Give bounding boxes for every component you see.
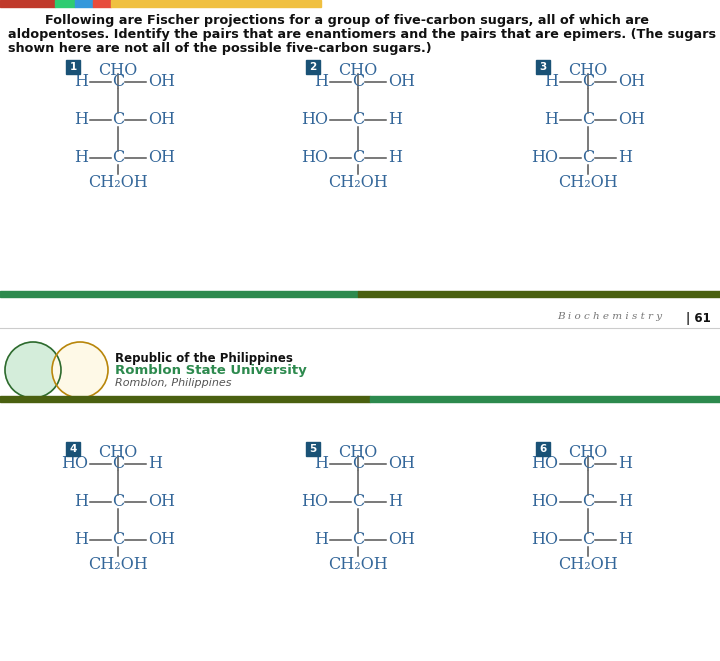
Text: H: H: [74, 149, 88, 167]
Text: C: C: [112, 73, 124, 91]
Text: H: H: [314, 73, 328, 91]
Text: 4: 4: [69, 444, 77, 454]
Bar: [0, 291, 358, 297]
Text: HO: HO: [301, 149, 328, 167]
Text: HO: HO: [531, 455, 558, 473]
Circle shape: [52, 342, 108, 398]
Text: C: C: [582, 73, 594, 91]
Text: C: C: [352, 149, 364, 167]
Text: CH₂OH: CH₂OH: [328, 174, 388, 191]
Text: C: C: [112, 112, 124, 128]
Text: HO: HO: [61, 455, 88, 473]
Text: H: H: [148, 455, 162, 473]
Text: H: H: [388, 494, 402, 510]
Text: H: H: [74, 112, 88, 128]
Text: CH₂OH: CH₂OH: [88, 556, 148, 573]
Text: OH: OH: [148, 149, 175, 167]
Text: | 61: | 61: [686, 312, 711, 325]
Text: B i o c h e m i s t r y: B i o c h e m i s t r y: [557, 312, 662, 321]
Text: Romblon State University: Romblon State University: [115, 364, 307, 377]
Text: HO: HO: [301, 494, 328, 510]
Text: C: C: [352, 494, 364, 510]
Text: H: H: [314, 531, 328, 549]
Text: CH₂OH: CH₂OH: [558, 556, 618, 573]
Text: CHO: CHO: [99, 444, 138, 461]
Text: OH: OH: [388, 531, 415, 549]
Text: C: C: [352, 112, 364, 128]
Text: H: H: [388, 112, 402, 128]
Text: C: C: [352, 73, 364, 91]
Text: HO: HO: [531, 149, 558, 167]
Text: OH: OH: [388, 455, 415, 473]
Text: H: H: [74, 73, 88, 91]
Text: HO: HO: [301, 112, 328, 128]
Bar: [111, 0, 321, 7]
Bar: [66, 60, 80, 74]
Circle shape: [5, 342, 61, 398]
Text: OH: OH: [618, 73, 645, 91]
Text: OH: OH: [388, 73, 415, 91]
Text: C: C: [582, 494, 594, 510]
Text: 2: 2: [310, 62, 317, 72]
Text: CHO: CHO: [338, 444, 377, 461]
Text: C: C: [582, 455, 594, 473]
Text: C: C: [352, 531, 364, 549]
Text: CHO: CHO: [338, 62, 377, 79]
Text: C: C: [112, 531, 124, 549]
Bar: [306, 60, 320, 74]
Text: H: H: [544, 112, 558, 128]
Bar: [0, 396, 370, 402]
Text: OH: OH: [148, 112, 175, 128]
Text: C: C: [112, 494, 124, 510]
Text: OH: OH: [148, 73, 175, 91]
Text: 1: 1: [69, 62, 76, 72]
Text: CH₂OH: CH₂OH: [88, 174, 148, 191]
Text: CH₂OH: CH₂OH: [328, 556, 388, 573]
Bar: [55, 0, 75, 7]
Text: C: C: [582, 149, 594, 167]
Text: C: C: [582, 112, 594, 128]
Text: OH: OH: [148, 531, 175, 549]
Text: 6: 6: [539, 444, 546, 454]
Bar: [93, 0, 111, 7]
Text: CHO: CHO: [568, 62, 608, 79]
Text: H: H: [388, 149, 402, 167]
Text: C: C: [352, 455, 364, 473]
Bar: [0, 0, 55, 7]
Text: aldopentoses. Identify the pairs that are enantiomers and the pairs that are epi: aldopentoses. Identify the pairs that ar…: [8, 28, 716, 41]
Bar: [75, 0, 93, 7]
Bar: [306, 442, 320, 456]
Bar: [358, 291, 720, 297]
Text: CHO: CHO: [568, 444, 608, 461]
Text: CH₂OH: CH₂OH: [558, 174, 618, 191]
Text: C: C: [112, 455, 124, 473]
Text: HO: HO: [531, 494, 558, 510]
Text: H: H: [618, 531, 632, 549]
Text: shown here are not all of the possible five-carbon sugars.): shown here are not all of the possible f…: [8, 42, 431, 55]
Text: C: C: [582, 531, 594, 549]
Text: 3: 3: [539, 62, 546, 72]
Text: OH: OH: [148, 494, 175, 510]
Text: 5: 5: [310, 444, 317, 454]
Text: H: H: [544, 73, 558, 91]
Text: H: H: [618, 455, 632, 473]
Text: H: H: [74, 494, 88, 510]
Text: HO: HO: [531, 531, 558, 549]
Text: Following are Fischer projections for a group of five-carbon sugars, all of whic: Following are Fischer projections for a …: [45, 14, 649, 27]
Bar: [370, 396, 720, 402]
Text: Republic of the Philippines: Republic of the Philippines: [115, 352, 293, 365]
Text: H: H: [618, 149, 632, 167]
Bar: [536, 442, 550, 456]
Text: H: H: [314, 455, 328, 473]
Text: H: H: [74, 531, 88, 549]
Text: CHO: CHO: [99, 62, 138, 79]
Bar: [536, 60, 550, 74]
Bar: [66, 442, 80, 456]
Text: Romblon, Philippines: Romblon, Philippines: [115, 378, 232, 388]
Text: OH: OH: [618, 112, 645, 128]
Text: C: C: [112, 149, 124, 167]
Text: H: H: [618, 494, 632, 510]
